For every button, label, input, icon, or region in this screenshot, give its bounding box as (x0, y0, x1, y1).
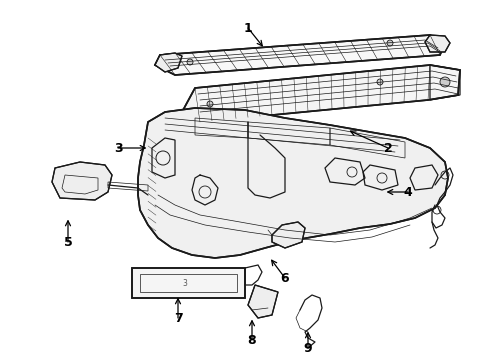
Polygon shape (155, 35, 445, 75)
Circle shape (187, 59, 193, 65)
Polygon shape (52, 162, 112, 200)
Polygon shape (248, 285, 278, 318)
Text: 8: 8 (247, 333, 256, 346)
Text: 1: 1 (244, 22, 252, 35)
Text: 6: 6 (281, 271, 289, 284)
Text: 7: 7 (173, 311, 182, 324)
Polygon shape (132, 268, 245, 298)
Circle shape (387, 40, 393, 46)
Polygon shape (155, 53, 182, 72)
Circle shape (377, 79, 383, 85)
Text: 3: 3 (114, 141, 122, 154)
Polygon shape (138, 108, 448, 258)
Text: 3: 3 (183, 279, 188, 288)
Polygon shape (182, 65, 460, 122)
Polygon shape (272, 222, 305, 248)
Polygon shape (425, 35, 450, 52)
Text: 5: 5 (64, 235, 73, 248)
Text: 2: 2 (384, 141, 392, 154)
Circle shape (440, 77, 450, 87)
Text: 9: 9 (304, 342, 312, 355)
Text: 4: 4 (404, 185, 413, 198)
Circle shape (207, 101, 213, 107)
